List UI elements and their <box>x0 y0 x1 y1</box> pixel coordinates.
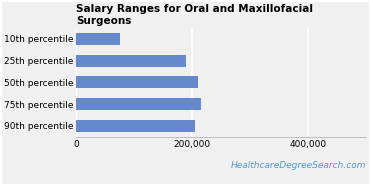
Text: Salary Ranges for Oral and Maxillofacial
Surgeons: Salary Ranges for Oral and Maxillofacial… <box>77 4 313 26</box>
Bar <box>77 98 201 110</box>
Bar <box>77 76 198 88</box>
Bar <box>77 33 120 45</box>
Text: HealthcareDegreeSearch.com: HealthcareDegreeSearch.com <box>231 161 366 170</box>
Bar <box>77 120 195 132</box>
Bar <box>77 55 186 67</box>
